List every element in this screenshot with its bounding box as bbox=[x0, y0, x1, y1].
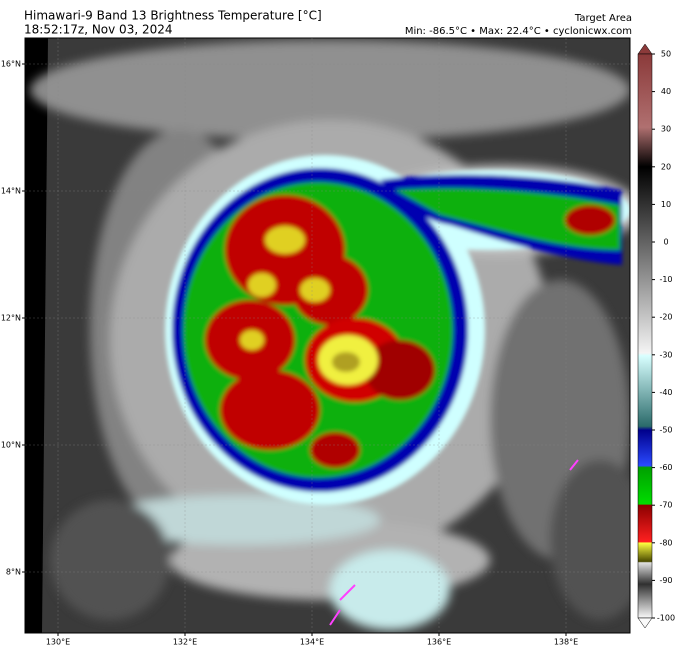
colorbar-label: -60 bbox=[659, 463, 672, 472]
lat-label: 8°N bbox=[6, 568, 21, 577]
colorbar-cap bbox=[637, 43, 653, 55]
colorbar-label: -50 bbox=[659, 426, 672, 435]
lon-label: 138°E bbox=[554, 638, 578, 647]
colorbar-label: -30 bbox=[659, 350, 672, 359]
stats: Min: -86.5°C • Max: 22.4°C • cyclonicwx.… bbox=[405, 26, 632, 37]
colorbar-label: -10 bbox=[659, 275, 672, 284]
colorbar-label: -80 bbox=[659, 538, 672, 547]
title: Himawari-9 Band 13 Brightness Temperatur… bbox=[24, 9, 322, 23]
lon-label: 136°E bbox=[427, 638, 451, 647]
colorbar-label: 40 bbox=[661, 87, 671, 96]
colorbar-label: 20 bbox=[661, 162, 671, 171]
colorbar-label: 50 bbox=[661, 50, 671, 59]
datetime: 18:52:17z, Nov 03, 2024 bbox=[24, 23, 173, 37]
colorbar-label: 30 bbox=[661, 125, 671, 134]
colorbar bbox=[637, 53, 653, 619]
colorbar-label: -90 bbox=[659, 576, 672, 585]
colorbar-cap bbox=[637, 617, 653, 629]
lon-label: 134°E bbox=[300, 638, 324, 647]
colorbar-label: -100 bbox=[657, 614, 675, 623]
satellite-image bbox=[25, 38, 630, 633]
map-frame bbox=[24, 37, 631, 634]
lat-label: 14°N bbox=[1, 187, 21, 196]
colorbar-label: -20 bbox=[659, 313, 672, 322]
colorbar-label: -40 bbox=[659, 388, 672, 397]
lat-label: 12°N bbox=[1, 314, 21, 323]
lat-label: 10°N bbox=[1, 441, 21, 450]
lat-label: 16°N bbox=[1, 60, 21, 69]
area-label: Target Area bbox=[574, 13, 632, 24]
colorbar-label: 10 bbox=[661, 200, 671, 209]
lon-label: 130°E bbox=[46, 638, 70, 647]
lon-label: 132°E bbox=[173, 638, 197, 647]
colorbar-label: 0 bbox=[663, 238, 668, 247]
colorbar-label: -70 bbox=[659, 501, 672, 510]
